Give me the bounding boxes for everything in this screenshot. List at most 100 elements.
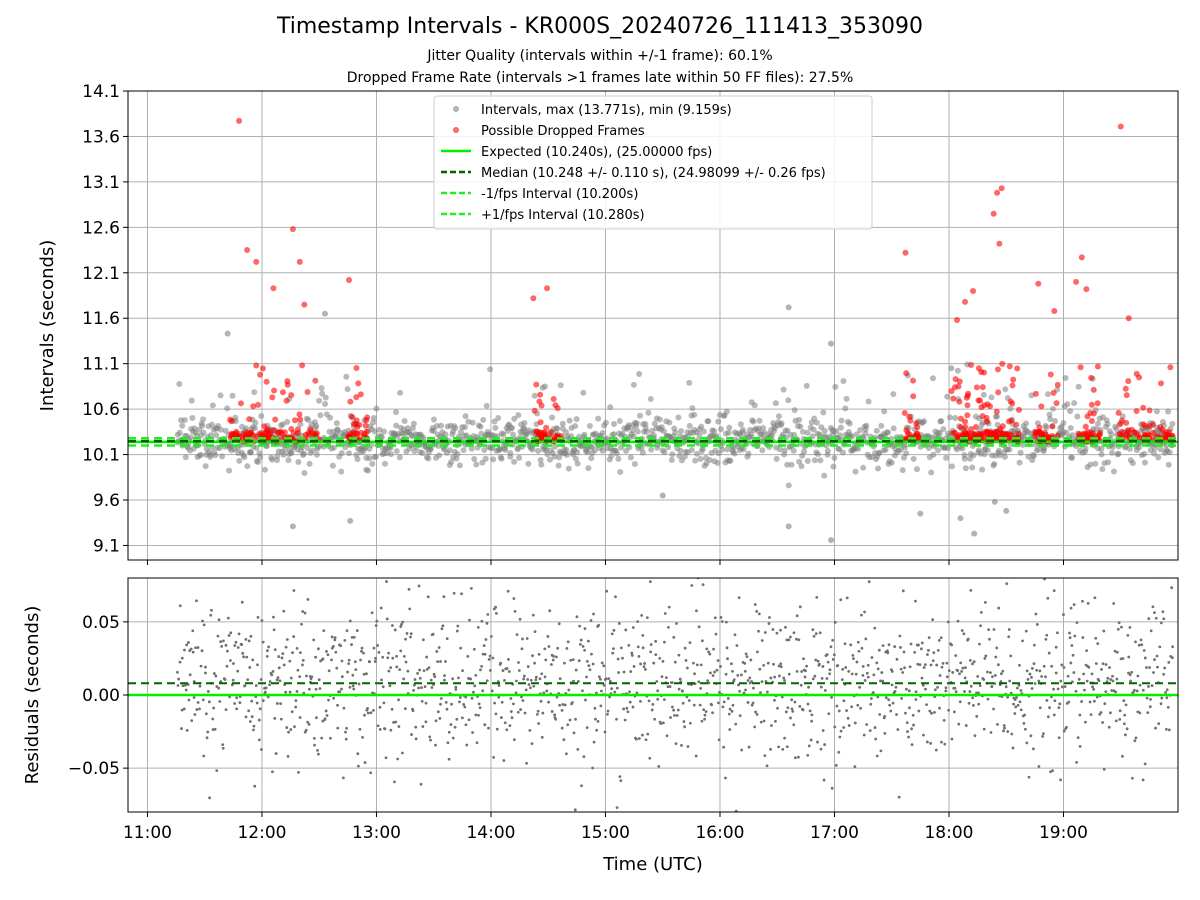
residual-point <box>451 736 455 740</box>
residual-point <box>999 680 1003 683</box>
residual-point <box>1081 599 1084 603</box>
residual-point <box>339 644 343 648</box>
interval-point <box>1046 411 1053 418</box>
residual-point <box>503 678 506 682</box>
interval-point <box>1064 401 1071 408</box>
interval-point <box>318 385 325 392</box>
residual-point <box>865 671 869 675</box>
dropped-frame-point <box>1146 423 1153 430</box>
residual-point <box>631 626 635 629</box>
interval-point <box>481 447 488 454</box>
interval-point <box>599 447 606 454</box>
residual-point <box>825 653 829 656</box>
residual-point <box>978 642 981 646</box>
interval-point <box>297 421 304 428</box>
residual-point <box>576 748 580 751</box>
residual-point <box>285 726 289 729</box>
residual-point <box>1154 616 1158 620</box>
residual-point <box>842 699 846 703</box>
x-tick-label: 16:00 <box>695 823 744 843</box>
dropped-frame-point <box>1053 400 1060 407</box>
residual-point <box>221 746 225 750</box>
residual-point <box>1122 722 1126 726</box>
residual-point <box>374 624 378 627</box>
interval-point <box>784 461 791 468</box>
residual-point <box>327 698 330 702</box>
residual-point <box>632 665 636 668</box>
interval-point <box>756 417 763 424</box>
residual-point <box>263 690 267 694</box>
residual-point <box>854 672 858 676</box>
residual-point <box>804 669 807 673</box>
interval-point <box>322 394 329 401</box>
residual-point <box>1157 722 1161 725</box>
interval-point <box>1169 420 1176 427</box>
dropped-frame-point <box>950 395 957 402</box>
interval-point <box>902 444 909 451</box>
residual-point <box>229 659 232 662</box>
interval-point <box>573 416 580 423</box>
residual-point <box>1141 688 1145 692</box>
residual-point <box>819 747 823 751</box>
dropped-frame-point <box>550 395 557 402</box>
residual-point <box>342 706 346 710</box>
residual-point <box>1124 733 1127 737</box>
residual-point <box>922 733 925 737</box>
residual-point <box>814 632 818 636</box>
residual-point <box>1056 631 1059 635</box>
residual-point <box>909 642 913 646</box>
residual-point <box>542 691 546 695</box>
residual-point <box>1134 640 1137 644</box>
interval-point <box>381 460 388 467</box>
interval-point <box>830 463 837 470</box>
residual-point <box>1136 674 1140 678</box>
residual-point <box>296 668 300 672</box>
residual-point <box>298 675 302 679</box>
residual-point <box>1094 636 1098 640</box>
residual-point <box>666 685 670 689</box>
residual-point <box>568 718 572 722</box>
residual-point <box>704 710 708 714</box>
residual-point <box>528 729 532 732</box>
residual-point <box>1013 712 1017 715</box>
residual-point <box>897 795 901 799</box>
residual-point <box>195 708 199 711</box>
interval-point <box>676 452 683 459</box>
residual-point <box>606 712 609 716</box>
residual-point <box>439 660 442 663</box>
interval-point <box>462 413 469 420</box>
interval-point <box>724 446 731 453</box>
residual-point <box>658 656 662 660</box>
residual-point <box>1041 732 1045 736</box>
interval-point <box>814 451 821 458</box>
interval-point <box>1109 449 1116 456</box>
dropped-frame-point <box>1047 371 1054 378</box>
residual-point <box>812 634 816 638</box>
residual-point <box>708 652 712 656</box>
residual-point <box>964 724 968 727</box>
residual-point <box>616 657 620 661</box>
residual-point <box>537 722 541 725</box>
residual-point <box>810 713 814 717</box>
residual-point <box>416 672 420 675</box>
residual-point <box>236 669 240 673</box>
residual-point <box>434 743 437 747</box>
residual-point <box>206 690 210 693</box>
residual-point <box>282 663 286 667</box>
residual-point <box>379 606 383 610</box>
residual-point <box>399 649 403 653</box>
dropped-frame-point <box>1009 400 1016 407</box>
interval-point <box>370 414 377 421</box>
residual-point <box>617 671 620 674</box>
interval-point <box>257 454 264 461</box>
residual-point <box>952 710 956 714</box>
interval-point <box>785 523 792 530</box>
residual-point <box>478 706 482 710</box>
interval-point <box>946 414 953 421</box>
interval-point <box>549 414 556 421</box>
dropped-frame-point <box>1090 386 1097 393</box>
interval-point <box>354 456 361 463</box>
residual-point <box>583 627 587 631</box>
x-tick-label: 14:00 <box>466 823 515 843</box>
dropped-frame-point <box>265 431 272 438</box>
